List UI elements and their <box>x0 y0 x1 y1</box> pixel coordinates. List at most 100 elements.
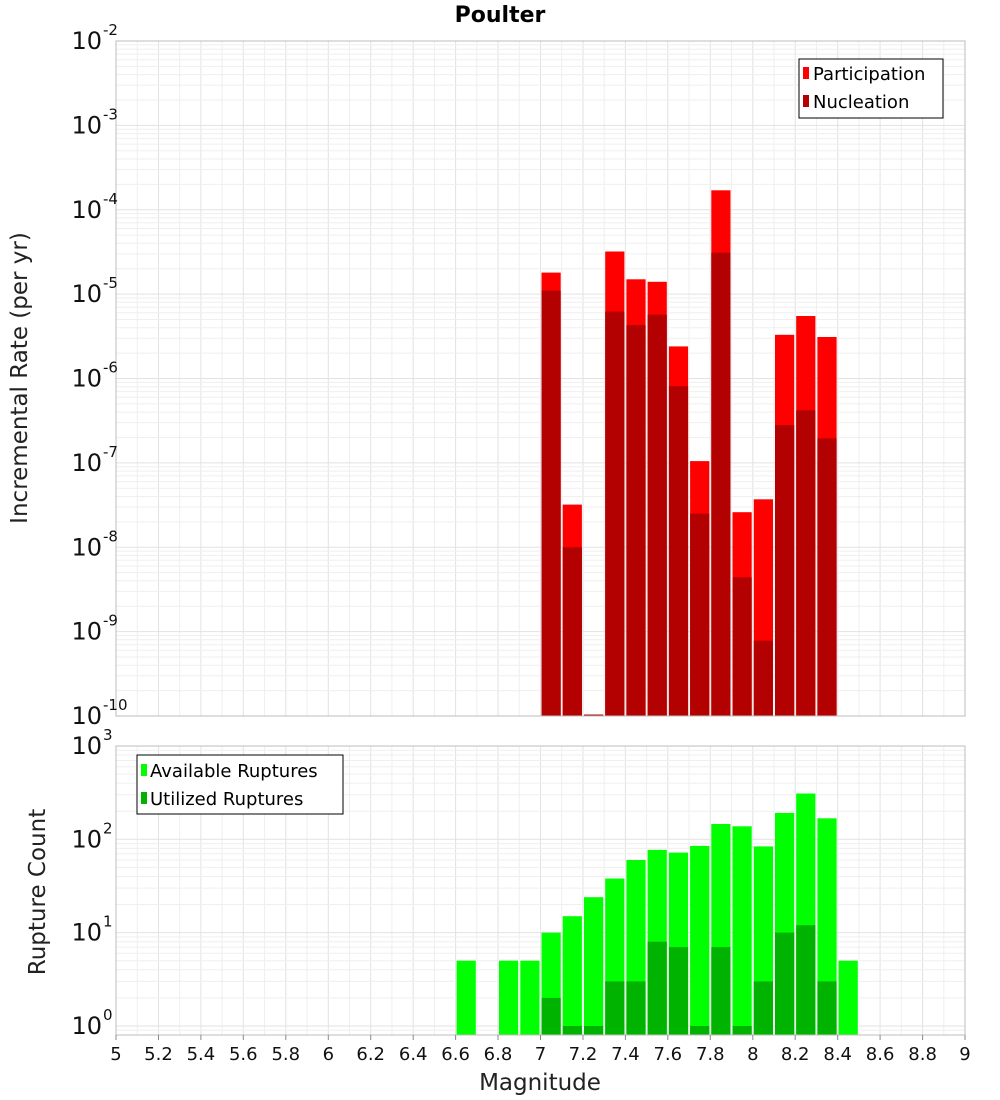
count-series1-bar <box>499 960 519 1035</box>
x-tick-label: 9 <box>959 1044 970 1065</box>
x-tick-label: 8.2 <box>781 1044 810 1065</box>
y-tick-label: 10 <box>71 27 102 55</box>
count-series1-bar <box>732 826 752 1035</box>
y-tick-label: 10 <box>71 825 102 853</box>
count-series1-bar <box>838 960 858 1035</box>
y-tick-exponent: -7 <box>103 443 118 461</box>
count-series1-bar <box>817 818 837 1035</box>
x-tick-label: 6.4 <box>399 1044 428 1065</box>
y-tick-label: 10 <box>71 449 102 477</box>
x-tick-label: 7 <box>535 1044 546 1065</box>
y-tick-exponent: -6 <box>103 359 118 377</box>
count-series2-bar <box>753 981 773 1035</box>
legend-nucleation-label: Nucleation <box>813 92 909 113</box>
count-series2-bar <box>605 981 625 1035</box>
legend-available-label: Available Ruptures <box>150 761 318 782</box>
x-tick-label: 7.6 <box>653 1044 682 1065</box>
count-series2-bar <box>690 1026 710 1035</box>
x-tick-label: 7.2 <box>569 1044 598 1065</box>
y-tick-exponent: -8 <box>103 527 118 545</box>
y-tick-label: 10 <box>71 365 102 393</box>
chart-title: Poulter <box>455 3 546 28</box>
top-legend-box <box>798 58 944 119</box>
x-tick-label: 7.8 <box>696 1044 725 1065</box>
top-bars <box>541 190 837 717</box>
rate-series2-bar <box>817 438 837 716</box>
y-tick-exponent: -9 <box>103 612 118 630</box>
y-tick-label: 10 <box>71 280 102 308</box>
count-series2-bar <box>668 947 689 1035</box>
legend-available-swatch <box>141 764 147 776</box>
y-tick-label: 10 <box>71 111 102 139</box>
rate-series2-bar <box>796 410 816 716</box>
rate-series2-bar <box>711 252 731 716</box>
bottom-y-axis-label: Rupture Count <box>25 809 51 975</box>
bottom-bars <box>456 793 858 1035</box>
y-tick-exponent: 2 <box>103 819 113 837</box>
count-series2-bar <box>626 981 646 1035</box>
x-tick-label: 6.8 <box>484 1044 513 1065</box>
rate-series2-bar <box>690 513 710 716</box>
legend-utilized-swatch <box>141 792 147 804</box>
count-series2-bar <box>796 925 816 1035</box>
bottom-legend-box <box>136 754 344 815</box>
rate-series2-bar <box>605 311 625 716</box>
rate-series2-bar <box>562 547 582 717</box>
rate-series2-bar <box>775 425 795 716</box>
x-tick-label: 5 <box>110 1044 121 1065</box>
legend-participation-swatch <box>803 67 809 79</box>
bottom-legend[interactable]: Available Ruptures Utilized Ruptures <box>136 754 344 815</box>
x-tick-label: 8.6 <box>866 1044 895 1065</box>
x-tick-label: 6.2 <box>356 1044 385 1065</box>
x-tick-label: 8.4 <box>823 1044 852 1065</box>
count-series1-bar <box>690 845 710 1035</box>
x-tick-label: 6 <box>323 1044 334 1065</box>
top-grid <box>115 40 966 717</box>
rate-series2-bar <box>584 714 604 716</box>
rate-series2-bar <box>647 314 667 716</box>
count-series2-bar <box>584 1026 604 1035</box>
x-tick-label: 6.6 <box>441 1044 470 1065</box>
count-series2-bar <box>732 1026 752 1035</box>
x-tick-label: 5.4 <box>187 1044 216 1065</box>
legend-participation-label: Participation <box>813 64 925 85</box>
x-tick-label: 5.8 <box>271 1044 300 1065</box>
y-tick-label: 10 <box>71 196 102 224</box>
rate-series2-bar <box>732 577 752 716</box>
top-y-ticks: 10-210-310-410-510-610-710-810-910-10 <box>71 21 127 730</box>
top-frame <box>115 40 966 717</box>
y-tick-label: 10 <box>71 702 102 730</box>
count-series1-bar <box>584 897 604 1035</box>
rate-series2-bar <box>541 290 561 716</box>
x-axis-ticks: 5 5.2 5.4 5.6 5.8 6 6.2 6.4 6.6 6.8 7 7.2 7.4 7.6 7.8 8… <box>110 1035 971 1065</box>
legend-nucleation-swatch <box>803 95 809 107</box>
y-tick-exponent: -5 <box>103 274 118 292</box>
y-tick-exponent: -4 <box>103 190 118 208</box>
legend-utilized-label: Utilized Ruptures <box>150 789 303 810</box>
y-tick-label: 10 <box>71 919 102 947</box>
rate-series2-bar <box>626 325 646 716</box>
count-series2-bar <box>711 947 731 1035</box>
x-axis-label: Magnitude <box>479 1070 601 1096</box>
y-tick-label: 10 <box>71 618 102 646</box>
rate-series2-bar <box>753 640 773 716</box>
top-panel-rates: 10-210-310-410-510-610-710-810-910-10 In… <box>7 21 966 730</box>
y-tick-exponent: -3 <box>103 105 118 123</box>
rate-series2-bar <box>668 386 689 716</box>
y-tick-exponent: 3 <box>103 726 113 744</box>
count-series2-bar <box>817 981 837 1035</box>
count-series2-bar <box>562 1026 582 1035</box>
top-legend[interactable]: Participation Nucleation <box>798 58 944 119</box>
x-tick-label: 5.6 <box>229 1044 258 1065</box>
count-series1-bar <box>562 916 582 1035</box>
x-tick-label: 8.8 <box>908 1044 937 1065</box>
y-tick-exponent: -2 <box>103 21 118 39</box>
count-series1-bar <box>456 960 476 1035</box>
y-tick-exponent: 1 <box>103 913 113 931</box>
count-series2-bar <box>775 932 795 1035</box>
y-tick-label: 10 <box>71 1012 102 1040</box>
y-tick-label: 10 <box>71 533 102 561</box>
